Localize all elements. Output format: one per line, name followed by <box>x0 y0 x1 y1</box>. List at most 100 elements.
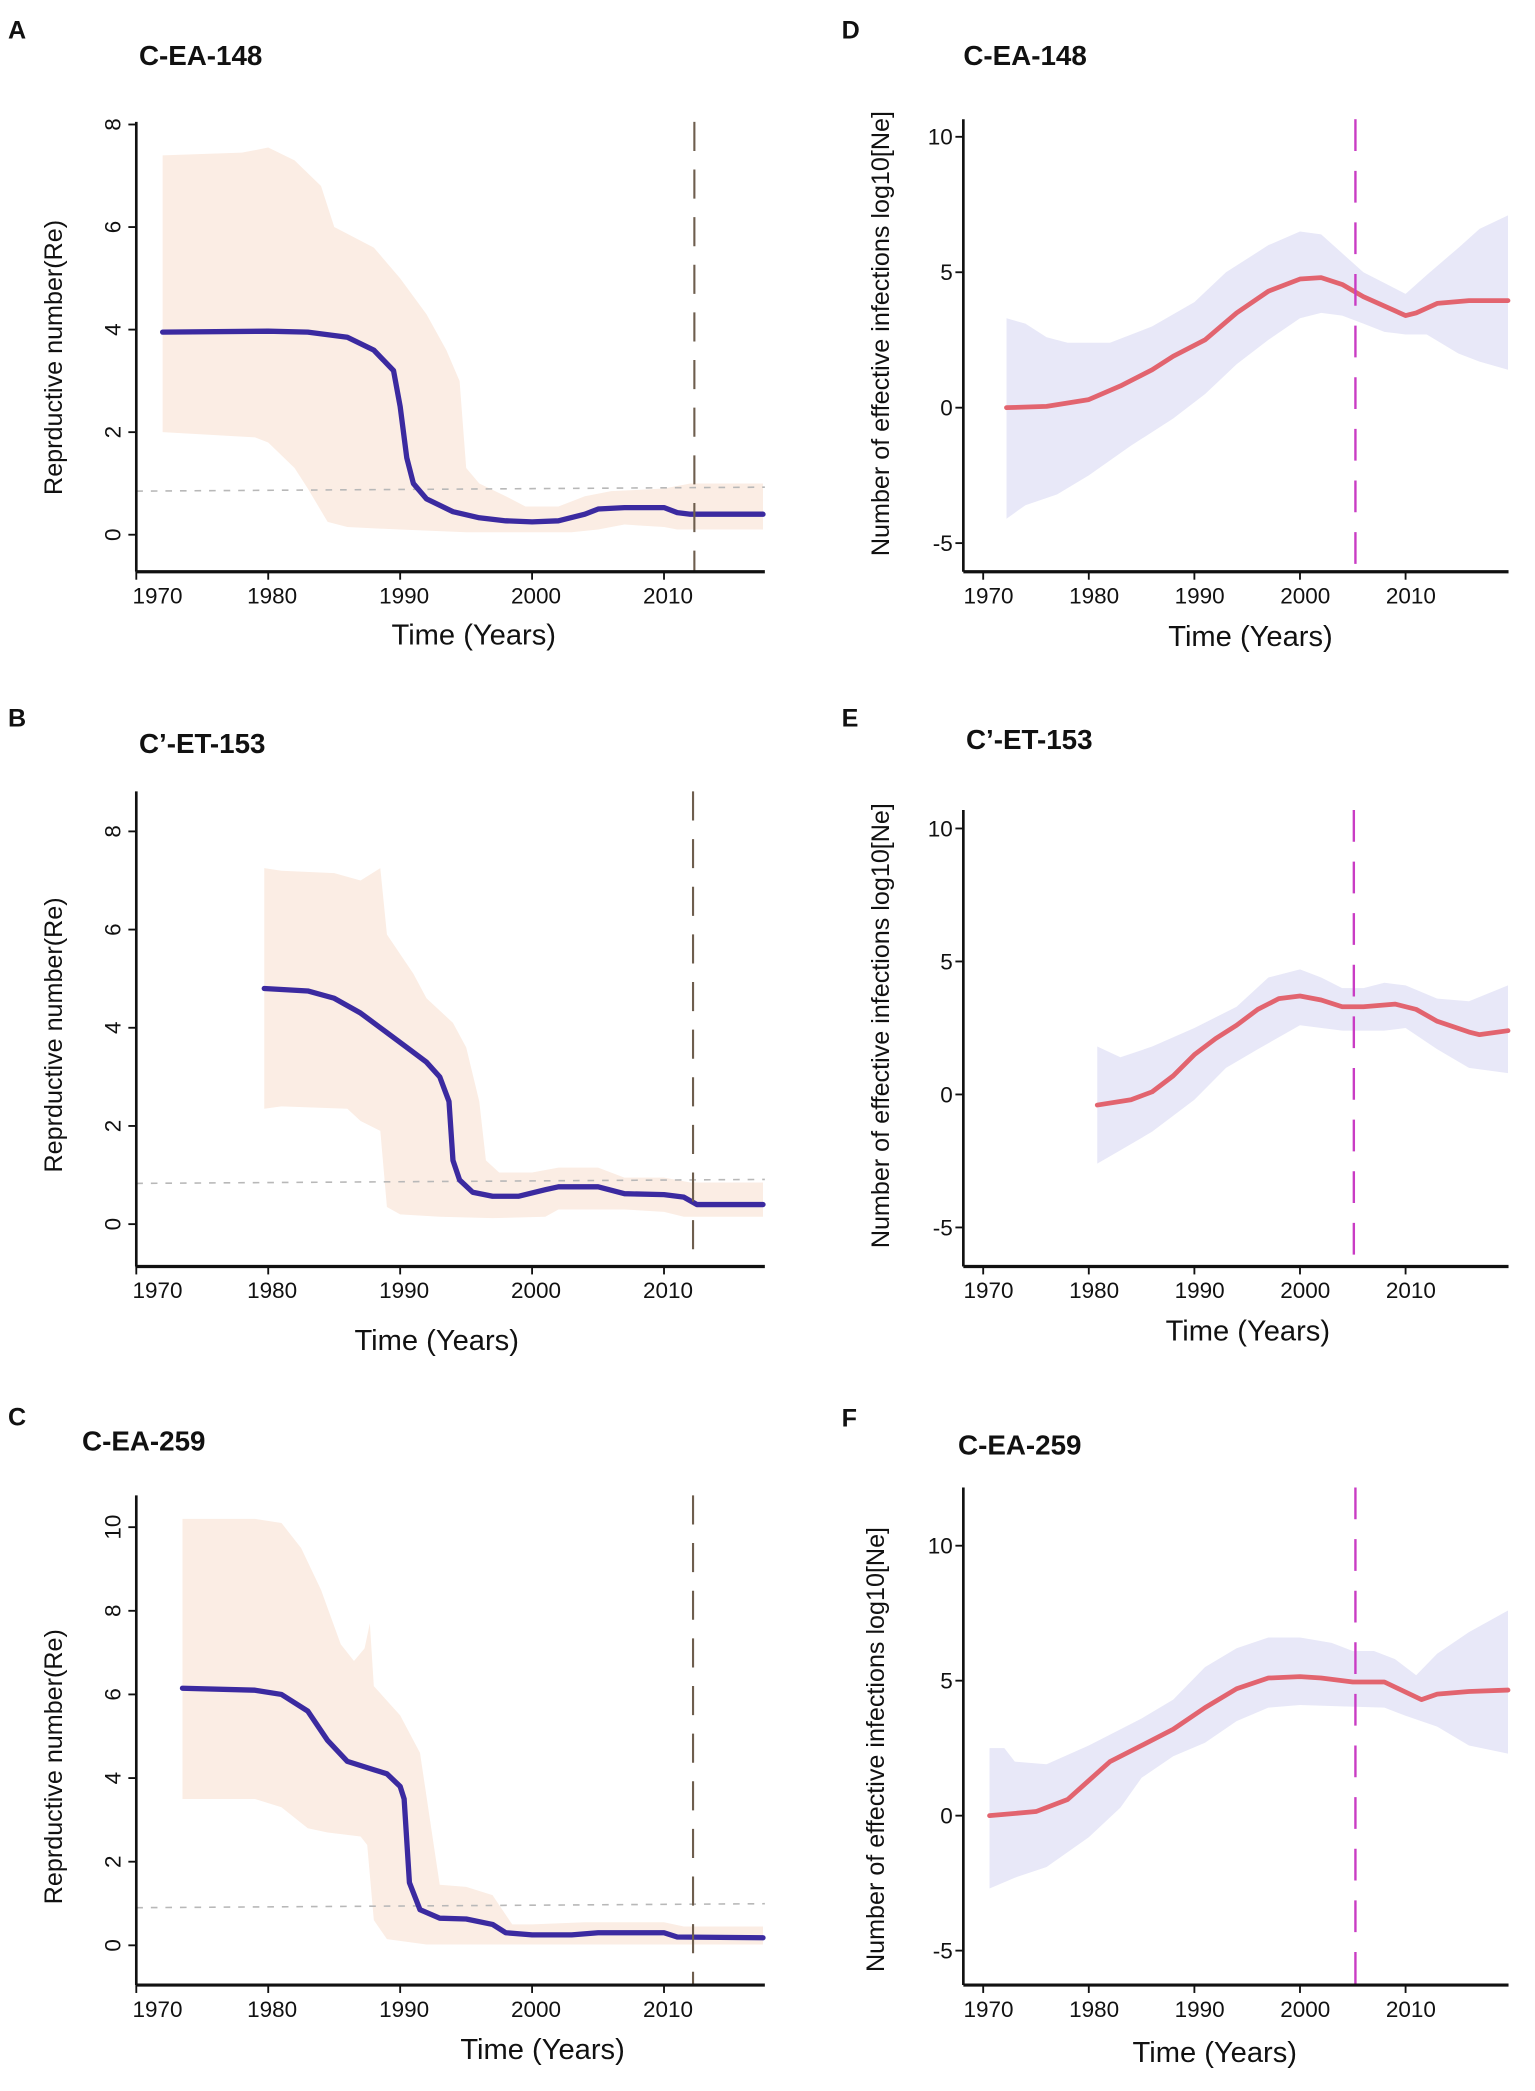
threshold-line <box>136 1178 765 1185</box>
panel-d: D C-EA-148 Time (Years) Number of effect… <box>842 16 1511 653</box>
x-tick-label: 2000 <box>1280 584 1330 609</box>
y-tick-label: 10 <box>100 1515 125 1540</box>
x-tick-label: 1970 <box>963 584 1013 609</box>
x-tick-label: 1990 <box>379 1997 429 2022</box>
y-tick-label: 0 <box>100 1939 125 1952</box>
x-tick-label: 1980 <box>247 584 297 609</box>
x-tick-label: 2000 <box>1280 1278 1330 1303</box>
x-tick-label: 2010 <box>1386 1997 1436 2022</box>
plot-area: 1970 1980 1990 2000 2010 -5 0 5 10 <box>928 809 1511 1303</box>
credible-interval-band <box>1097 969 1509 1164</box>
x-tick-label: 1980 <box>247 1997 297 2022</box>
x-axis-label: Time (Years) <box>392 620 556 652</box>
x-tick-label: 2010 <box>643 584 693 609</box>
y-tick-label: 4 <box>100 323 125 336</box>
threshold-line <box>136 1902 765 1909</box>
median-line <box>159 328 766 525</box>
threshold-line <box>136 486 765 492</box>
y-axis-label: Number of effective infections log10[Ne] <box>867 111 895 556</box>
y-tick-label: -5 <box>933 1215 953 1240</box>
x-tick-label: 1990 <box>1175 1997 1225 2022</box>
median-line <box>987 1674 1511 1819</box>
x-tick-label: 1980 <box>1069 584 1119 609</box>
median-line <box>179 1685 766 1941</box>
x-tick-label: 2010 <box>1386 584 1436 609</box>
x-tick-label: 2000 <box>1280 1997 1330 2022</box>
plot-area: 1970 1980 1990 2000 2010 0 2 4 6 8 <box>100 791 766 1303</box>
panel-letter: A <box>8 16 26 44</box>
y-tick-label: 0 <box>940 396 953 421</box>
y-tick-label: 2 <box>100 426 125 439</box>
x-axis-label: Time (Years) <box>1133 2037 1297 2069</box>
panel-b: B C’-ET-153 Time (Years) Reprductive num… <box>8 705 766 1357</box>
y-tick-label: 0 <box>940 1804 953 1829</box>
x-axis-label: Time (Years) <box>1166 1316 1330 1348</box>
panel-title: C-EA-148 <box>963 40 1086 71</box>
x-tick-label: 1970 <box>132 1997 182 2022</box>
y-tick-label: 0 <box>940 1082 953 1107</box>
y-axis-label: Reprductive number(Re) <box>40 1629 68 1904</box>
plot-area: 1970 1980 1990 2000 2010 0 2 4 6 8 <box>100 118 766 609</box>
x-tick-label: 2010 <box>1386 1278 1436 1303</box>
median-line <box>261 985 766 1208</box>
x-tick-label: 2010 <box>643 1278 693 1303</box>
x-tick-label: 1970 <box>963 1278 1013 1303</box>
x-tick-label: 1970 <box>132 584 182 609</box>
y-tick-label: 4 <box>100 1022 125 1035</box>
x-tick-label: 1970 <box>963 1997 1013 2022</box>
x-axis-label: Time (Years) <box>460 2034 624 2066</box>
panel-f: F C-EA-259 Time (Years) Number of effect… <box>842 1405 1511 2069</box>
median-line <box>1094 993 1511 1108</box>
x-tick-label: 2000 <box>511 584 561 609</box>
y-tick-label: 8 <box>100 1605 125 1618</box>
y-tick-label: 0 <box>100 1218 125 1231</box>
x-tick-label: 1990 <box>1175 1278 1225 1303</box>
y-tick-label: 2 <box>100 1120 125 1133</box>
x-tick-label: 1990 <box>379 584 429 609</box>
y-tick-label: 10 <box>928 1534 953 1559</box>
plot-area: 1970 1980 1990 2000 2010 -5 0 5 10 <box>928 119 1511 609</box>
y-axis-label: Number of effective infections log10[Ne] <box>867 803 895 1248</box>
plot-area: 1970 1980 1990 2000 2010 0 2 4 6 8 10 <box>100 1495 766 2022</box>
x-tick-label: 2000 <box>511 1997 561 2022</box>
panel-letter: E <box>842 705 859 733</box>
y-tick-label: -5 <box>933 1939 953 1964</box>
x-tick-label: 1990 <box>1175 584 1225 609</box>
panel-letter: F <box>842 1405 857 1433</box>
y-tick-label: 6 <box>100 923 125 936</box>
y-tick-label: 6 <box>100 221 125 234</box>
x-tick-label: 2000 <box>511 1278 561 1303</box>
y-axis-label: Reprductive number(Re) <box>40 897 68 1172</box>
credible-interval-band <box>989 1610 1509 1889</box>
x-axis-label: Time (Years) <box>1168 621 1332 653</box>
panel-letter: C <box>8 1403 26 1431</box>
x-tick-label: 1980 <box>1069 1997 1119 2022</box>
panel-title: C-EA-259 <box>958 1429 1081 1460</box>
y-tick-label: 10 <box>928 125 953 150</box>
panel-title: C’-ET-153 <box>966 724 1093 755</box>
credible-interval-band <box>162 147 764 533</box>
credible-interval-band <box>264 868 764 1219</box>
y-tick-label: 6 <box>100 1688 125 1701</box>
panel-title: C-EA-148 <box>139 40 262 71</box>
panel-letter: D <box>842 16 860 44</box>
panel-title: C’-ET-153 <box>139 728 266 759</box>
panel-letter: B <box>8 705 26 733</box>
y-axis-label: Number of effective infections log10[Ne] <box>862 1527 890 1972</box>
y-tick-label: 2 <box>100 1855 125 1868</box>
median-line <box>1004 275 1511 411</box>
credible-interval-band <box>1006 215 1509 519</box>
y-tick-label: 5 <box>940 949 953 974</box>
panel-title: C-EA-259 <box>82 1425 205 1456</box>
y-tick-label: 0 <box>100 528 125 541</box>
plot-area: 1970 1980 1990 2000 2010 -5 0 5 10 <box>928 1487 1511 2022</box>
y-tick-label: 10 <box>928 816 953 841</box>
x-tick-label: 1970 <box>132 1278 182 1303</box>
x-tick-label: 2010 <box>643 1997 693 2022</box>
panel-a: A C-EA-148 Time (Years) Reprductive numb… <box>8 16 766 652</box>
y-tick-label: 4 <box>100 1772 125 1785</box>
x-tick-label: 1980 <box>1069 1278 1119 1303</box>
y-tick-label: 5 <box>940 1669 953 1694</box>
y-tick-label: 5 <box>940 260 953 285</box>
